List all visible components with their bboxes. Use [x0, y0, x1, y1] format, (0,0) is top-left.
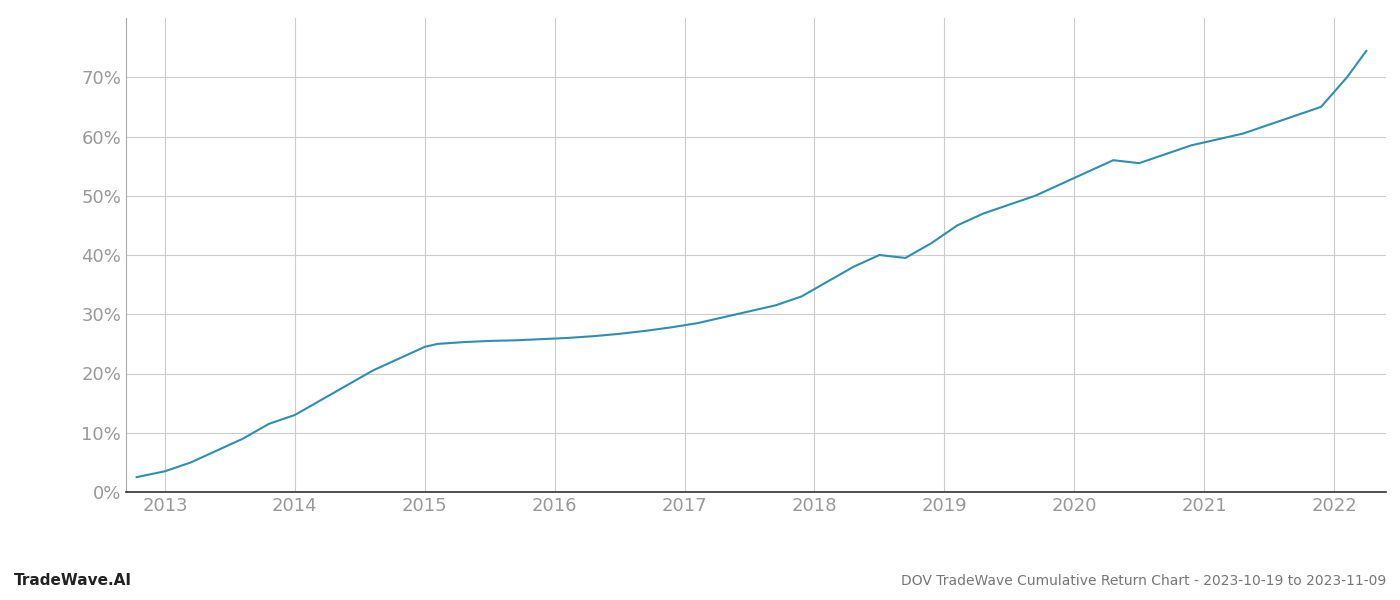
- Text: TradeWave.AI: TradeWave.AI: [14, 573, 132, 588]
- Text: DOV TradeWave Cumulative Return Chart - 2023-10-19 to 2023-11-09: DOV TradeWave Cumulative Return Chart - …: [900, 574, 1386, 588]
